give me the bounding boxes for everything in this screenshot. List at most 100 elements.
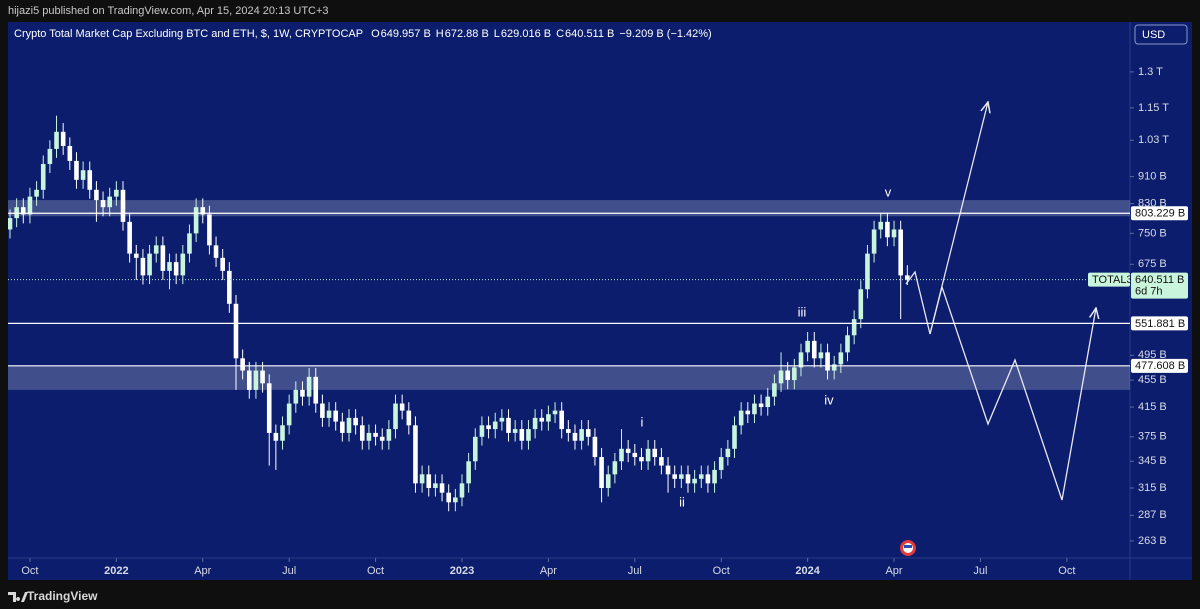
legend-key: H: [436, 28, 444, 40]
candle-body: [246, 370, 252, 390]
candle-body: [705, 474, 711, 484]
candle-body: [366, 432, 372, 441]
candle-body: [499, 417, 505, 422]
candle-body: [778, 370, 784, 384]
candle-body: [805, 340, 810, 353]
candle-body: [792, 367, 797, 381]
candle-body: [579, 429, 584, 441]
legend-value: 672.88 B: [445, 28, 489, 40]
candle-body: [585, 429, 591, 437]
candle-body: [532, 417, 538, 430]
x-tick-label: Apr: [540, 565, 557, 577]
wave-label: iii: [798, 304, 807, 319]
candle-body: [492, 421, 498, 430]
candle-body: [712, 469, 717, 484]
candle-body: [433, 483, 438, 488]
level-badge: [1131, 316, 1188, 331]
candle-body: [772, 383, 777, 397]
candle-body: [519, 429, 525, 441]
candle-body: [891, 229, 897, 238]
candle-body: [353, 417, 358, 426]
symbol-label: TOTAL3: [1092, 274, 1133, 286]
x-tick-label: Apr: [194, 565, 211, 577]
candle-body: [133, 253, 139, 258]
y-tick-label: 1.03 T: [1138, 134, 1169, 146]
candle-body: [566, 429, 571, 433]
candle-body: [300, 389, 305, 397]
candle-body: [114, 189, 119, 197]
candle-body: [672, 474, 677, 479]
candle-body: [831, 364, 837, 371]
candle-body: [253, 370, 259, 390]
currency[interactable]: USD: [1142, 29, 1165, 41]
candle-body: [153, 245, 159, 254]
candle-body: [406, 410, 412, 426]
candle-body: [333, 410, 338, 422]
candle-body: [340, 421, 345, 433]
candle-body: [379, 436, 385, 441]
candle-body: [758, 403, 764, 408]
candle-body: [811, 340, 817, 359]
candle-body: [459, 483, 465, 498]
candle-body: [612, 461, 618, 475]
y-tick-label: 675 B: [1138, 258, 1167, 270]
candle-body: [74, 160, 79, 180]
y-tick-label: 1.3 T: [1138, 66, 1163, 78]
projection: [905, 102, 1096, 501]
candle-body: [718, 457, 724, 470]
countdown: 6d 7h: [1135, 286, 1163, 298]
candle-body: [233, 303, 239, 359]
candle-body: [373, 432, 378, 437]
candle-body: [240, 358, 245, 371]
x-tick-label: 2023: [450, 565, 474, 577]
zone: [8, 365, 1130, 390]
candle-body: [386, 429, 392, 441]
candle-body: [486, 425, 491, 430]
candle-body: [260, 370, 265, 384]
candle-body: [639, 457, 644, 462]
candle-body: [466, 461, 471, 484]
x-tick-label: Jul: [282, 565, 296, 577]
candle-body: [659, 457, 664, 466]
legend-value: 629.016 B: [501, 28, 551, 40]
x-tick-label: Jul: [628, 565, 642, 577]
currency-button[interactable]: [1134, 24, 1188, 45]
candle-body: [559, 410, 564, 430]
candle-body: [479, 425, 485, 437]
candle-body: [107, 196, 112, 208]
candle-body: [871, 229, 877, 254]
candle-body: [20, 207, 26, 215]
legend-change: −9.209 B (−1.42%): [619, 28, 711, 40]
candle-body: [692, 478, 697, 484]
x-tick-label: Jul: [973, 565, 987, 577]
candle-body: [738, 410, 744, 426]
candle-body: [326, 410, 332, 418]
series-title: Crypto Total Market Cap Excluding BTC an…: [14, 28, 363, 40]
candle-body: [546, 414, 551, 422]
x-tick-label: Oct: [713, 565, 730, 577]
candle-body: [419, 474, 425, 484]
candle-body: [8, 218, 13, 230]
candle-body: [266, 383, 272, 433]
x-tick-label: 2022: [104, 565, 128, 577]
candle-body: [845, 335, 850, 353]
candle-body: [632, 452, 638, 458]
wave-label: i: [641, 414, 644, 429]
candle-body: [306, 376, 312, 397]
candle-body: [898, 229, 903, 276]
candle-body: [645, 448, 651, 462]
candle-body: [785, 370, 790, 381]
y-tick-label: 495 B: [1138, 349, 1167, 361]
y-tick-label: 345 B: [1138, 455, 1167, 467]
plot-area: [8, 115, 1130, 512]
candle-body: [679, 474, 684, 479]
candle-body: [47, 148, 53, 164]
candle-body: [625, 448, 631, 453]
candle-body: [685, 474, 691, 484]
wave-label: v: [885, 184, 892, 199]
candle-body: [34, 189, 39, 197]
candle-body: [27, 196, 33, 215]
candle-body: [905, 275, 910, 280]
y-tick-label: 455 B: [1138, 374, 1167, 386]
